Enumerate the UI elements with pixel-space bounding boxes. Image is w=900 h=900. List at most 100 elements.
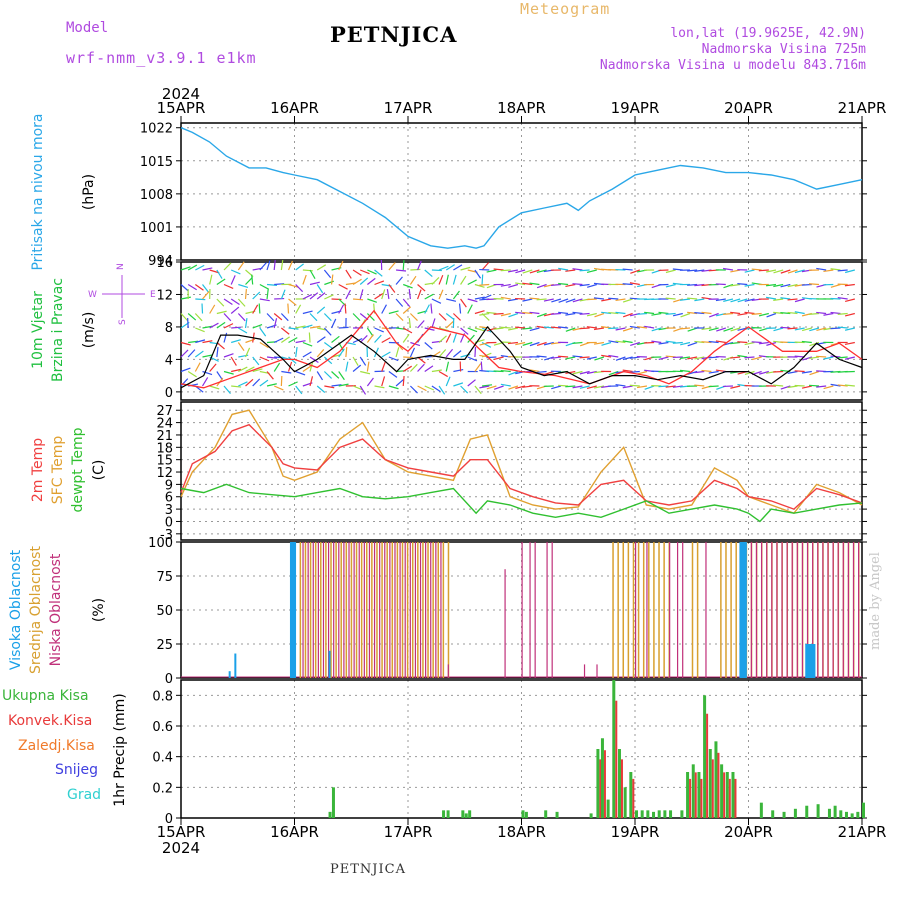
precip-bar [328,811,332,818]
pressure-series [180,127,863,249]
dir-n: N [116,263,126,270]
wind-arrow [766,312,777,318]
wind-arrow [452,290,460,300]
wind-arrow [259,341,269,349]
wind-arrow [467,327,478,333]
cloud-bar [807,644,810,678]
precip-bar [680,810,684,818]
wind-arrow [522,298,533,302]
y-tick-label: 6 [165,491,173,506]
wind-arrow [302,324,313,329]
wind-arrow [194,313,203,322]
y-tick-label: 1001 [140,221,173,236]
cloud-bar [739,542,742,678]
precip-bar [640,810,644,818]
cloud-bar [852,542,855,678]
wind-arrow [223,370,234,375]
cloud-bar [786,542,788,678]
wind-arrow [273,318,278,329]
wind-arrow [801,370,812,374]
wind-arrow [202,340,213,344]
wind-arrow [694,283,705,287]
x-tick-label-bottom: 20APR [724,823,773,841]
cloud-bar [355,542,358,678]
wind-arrow [273,313,283,321]
wind-arrow [716,327,726,332]
wind-arrow [579,312,590,315]
cloud-bar [646,542,648,678]
wind-arrow [216,342,225,350]
cloud-bar [813,644,816,678]
wind-arrow [302,269,313,272]
wind-arrow [508,312,519,318]
wind-arrow [237,342,245,352]
wind-arrow [201,377,209,387]
wind-arrow [608,340,619,344]
wind-arrow [430,303,433,314]
wind-arrow [388,371,398,378]
precip-bar [793,808,797,818]
cloud-bar [743,542,746,678]
wind-arrow [679,356,691,359]
wind-arrow [403,356,414,359]
wind-arrow [586,326,597,329]
wind-arrow [565,298,576,303]
wind-arrow [438,385,446,395]
cloud-bar [350,542,353,678]
wind-arrow [409,275,417,285]
wind-arrow [787,269,798,274]
wind-arrow [630,269,640,274]
wind-arrow [180,296,191,300]
wind-arrow [438,274,444,285]
wind-arrow [572,311,583,315]
precip-bar [600,738,604,818]
wind-arrow [316,385,326,393]
wind-arrow [629,325,640,329]
wind-arrow [238,283,249,289]
wind-arrow [402,306,412,314]
wind-arrow [594,356,605,361]
cloud-bar [696,542,699,678]
wind-arrow [694,384,705,387]
wind-arrow [237,261,245,271]
cloud-bar [394,542,396,678]
wind-arrow [187,313,197,321]
wind-arrow [644,385,655,390]
cloud-bar [827,542,829,678]
cloud-bar [389,542,391,678]
wind-arrow [417,320,425,329]
precip-conv-bar [706,713,709,818]
wind-arrow [180,266,191,271]
wind-arrow [481,341,492,348]
wind-arrow [245,276,253,285]
wind-arrow [744,341,755,346]
wind-arrow [816,311,827,315]
precip-bars [328,680,865,818]
wind-arrow [288,337,298,344]
wind-arrow [572,341,583,344]
precip-bar [468,810,472,818]
wind-arrow [194,284,204,291]
footer-station: PETNJICA [330,862,406,877]
wind-arrow [281,336,290,343]
wind-arrow [330,274,334,285]
wind-arrow [507,341,518,345]
wind-arrow [500,296,511,300]
cloud-bar [414,542,417,678]
wind-arrow [794,370,805,373]
wind-arrow [209,322,219,329]
precip-conv-bar [694,772,697,818]
cloud-bar [234,653,237,678]
wind-arrow [316,264,327,271]
precip-bar [714,741,718,818]
wind-arrow [558,282,569,286]
wind-arrow [737,312,748,316]
cloud-bar [810,644,813,678]
wind-arrow [508,283,519,288]
cloud-bar [379,542,381,678]
wind-arrow [287,260,294,271]
precip-bar [461,810,465,818]
wind-arrow [802,356,813,361]
wind-arrow [180,378,189,387]
wind-arrow [323,313,332,322]
